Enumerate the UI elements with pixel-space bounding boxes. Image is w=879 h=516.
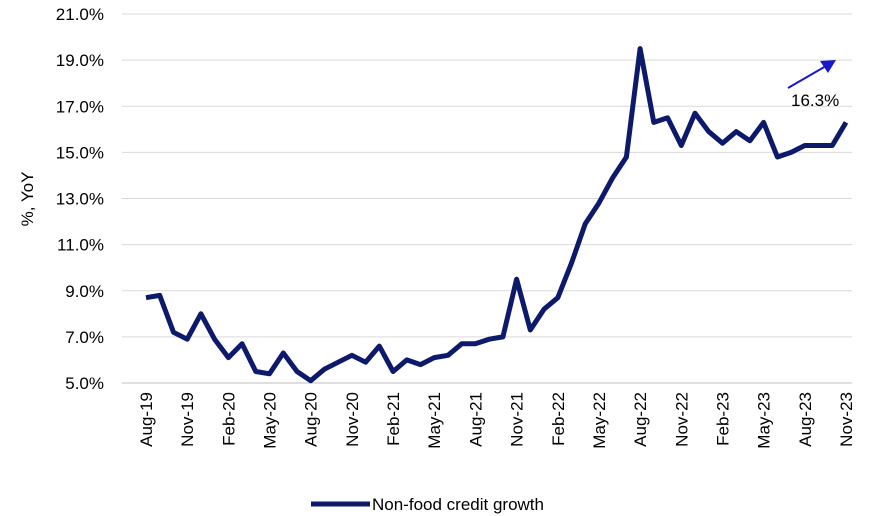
y-tick-label: 19.0% [56, 51, 104, 70]
y-tick-label: 7.0% [65, 328, 104, 347]
x-tick-label: Nov-22 [672, 392, 691, 447]
annotation-label: 16.3% [791, 91, 839, 110]
y-axis-label: %, YoY [18, 172, 37, 227]
x-tick-label: Aug-22 [631, 392, 650, 447]
x-tick-label: May-20 [261, 392, 280, 449]
gridlines [122, 13, 852, 338]
x-tick-label: Nov-20 [343, 392, 362, 447]
annotation-arrow-head [820, 60, 836, 73]
annotation-arrow [787, 65, 827, 89]
x-tick-label: Feb-20 [219, 392, 238, 446]
y-tick-label: 9.0% [65, 282, 104, 301]
annotation-group: 16.3% [787, 60, 839, 110]
x-tick-label: Aug-20 [302, 392, 321, 447]
legend-label: Non-food credit growth [372, 495, 544, 514]
legend: Non-food credit growth [311, 495, 544, 514]
y-tick-label: 11.0% [57, 236, 104, 255]
y-axis-ticks: 5.0% 7.0% 9.0% 11.0% 13.0% 15.0% 17.0% 19.0% 21.… [56, 5, 104, 393]
y-tick-label: 17.0% [56, 97, 104, 116]
x-tick-label: Aug-23 [796, 392, 815, 447]
x-tick-label: May-23 [755, 392, 774, 449]
x-tick-label: Feb-23 [713, 392, 732, 446]
x-tick-label: Nov-19 [178, 392, 197, 447]
x-tick-label: Feb-21 [384, 392, 403, 446]
y-tick-label: 13.0% [56, 190, 104, 209]
y-tick-label: 21.0% [56, 5, 104, 24]
x-tick-label: May-21 [425, 392, 444, 449]
y-tick-label: 15.0% [56, 143, 104, 162]
series-group [145, 46, 849, 384]
x-tick-label: Aug-21 [466, 392, 485, 447]
x-tick-label: May-22 [590, 392, 609, 449]
x-tick-label: Feb-22 [549, 392, 568, 446]
y-tick-label: 5.0% [65, 374, 104, 393]
series-line-non-food-credit-growth [145, 46, 849, 384]
x-axis-ticks: Aug-19 Nov-19 Feb-20 May-20 Aug-20 Nov-20 Feb-… [137, 392, 856, 449]
x-tick-label: Aug-19 [137, 392, 156, 447]
x-tick-label: Nov-21 [508, 392, 527, 447]
x-tick-label: Nov-23 [837, 392, 856, 447]
